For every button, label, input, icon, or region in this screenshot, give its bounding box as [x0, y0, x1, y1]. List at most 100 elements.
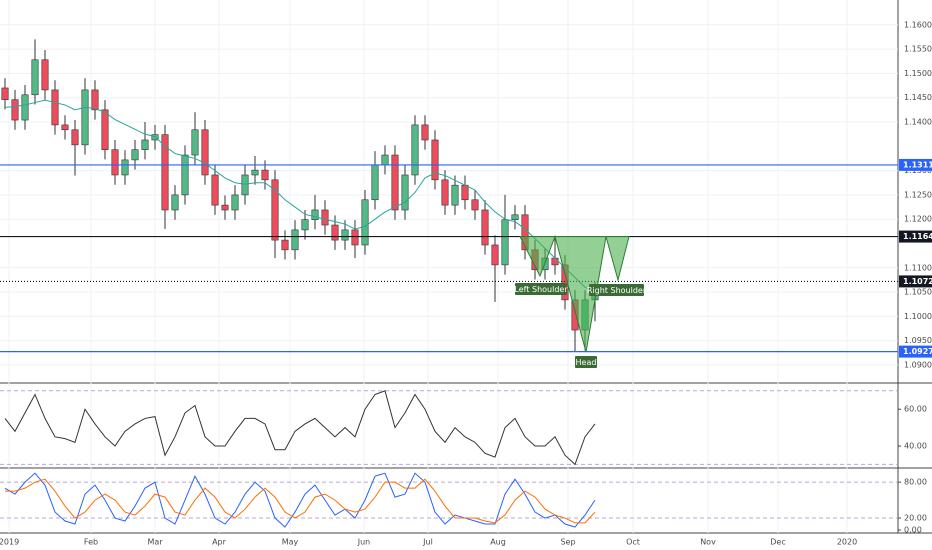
candle-body: [221, 204, 229, 211]
candle-body: [511, 214, 519, 220]
candle-body: [151, 134, 159, 141]
annotation-label: Right Shoulder: [587, 286, 647, 295]
y-tick-label: 1.15500: [904, 45, 932, 54]
y-tick-label: 40.00: [904, 442, 927, 451]
candle-body: [411, 124, 419, 176]
candle-body: [331, 224, 339, 241]
annotation-box: [515, 283, 567, 295]
annotation-box: [589, 284, 644, 296]
candle-body: [241, 174, 249, 196]
x-tick-label: Aug: [490, 538, 506, 547]
candle-body: [61, 124, 69, 131]
x-tick-label: Sep: [560, 538, 575, 547]
candle-body: [461, 184, 469, 201]
candle-body: [421, 124, 429, 141]
candle-body: [371, 164, 379, 201]
candle-body: [1, 87, 9, 100]
candle-body: [301, 219, 309, 231]
price-level-tag: [899, 158, 932, 171]
x-tick-label: Mar: [147, 538, 163, 547]
price-level-tag: [899, 275, 932, 288]
candle-body: [21, 94, 29, 121]
candle-body: [501, 219, 509, 266]
candle-body: [281, 239, 289, 251]
y-tick-label: 80.00: [904, 478, 927, 487]
y-tick-label: 0.00: [904, 526, 922, 535]
annotation-box: [575, 356, 597, 368]
candle-body: [251, 169, 259, 176]
y-tick-label: 1.14500: [904, 93, 932, 102]
y-tick-label: 1.15000: [904, 69, 932, 78]
candle-body: [361, 199, 369, 246]
candle-body: [181, 154, 189, 196]
candle-body: [271, 179, 279, 241]
price-level-tag: [899, 345, 932, 358]
candle-body: [341, 229, 349, 241]
candle-body: [481, 209, 489, 246]
candle-body: [101, 109, 109, 151]
candle-body: [191, 129, 199, 156]
y-tick-label: 1.11000: [904, 263, 932, 272]
y-tick-label: 60.00: [904, 405, 927, 414]
candle-body: [381, 154, 389, 166]
candle-body: [401, 174, 409, 211]
candle-body: [131, 149, 139, 161]
price-level-tag: [899, 230, 932, 243]
candle-body: [31, 59, 39, 96]
candle-body: [441, 179, 449, 206]
indicator-line: [4, 472, 596, 528]
x-tick-label: 2020: [837, 538, 857, 547]
x-tick-label: Dec: [770, 538, 785, 547]
x-tick-label: Oct: [626, 538, 640, 547]
y-tick-label: 1.12000: [904, 215, 932, 224]
y-tick-label: 1.10000: [904, 312, 932, 321]
candle-body: [211, 174, 219, 206]
candle-body: [431, 139, 439, 181]
candle-body: [51, 89, 59, 126]
y-tick-label: 1.14000: [904, 117, 932, 126]
candle-body: [71, 129, 79, 146]
candle-body: [231, 194, 239, 211]
candle-body: [261, 169, 269, 181]
annotation-label: Head: [576, 358, 597, 367]
candle-body: [451, 184, 459, 206]
candle-body: [491, 244, 499, 266]
candle-body: [121, 159, 129, 176]
y-tick-label: 20.00: [904, 514, 927, 523]
candle-body: [471, 199, 479, 211]
candle-body: [311, 209, 319, 220]
y-tick-label: 1.12500: [904, 190, 932, 199]
x-tick-label: Jul: [422, 538, 433, 547]
y-tick-label: 1.10500: [904, 288, 932, 297]
candle-body: [91, 89, 99, 111]
y-tick-label: 1.09500: [904, 336, 932, 345]
candle-body: [201, 129, 209, 176]
x-tick-label: Apr: [212, 538, 227, 547]
indicator-line: [4, 390, 596, 466]
candle-body: [11, 99, 19, 121]
candle-body: [171, 194, 179, 211]
price-level-label: 1.13117: [903, 160, 932, 169]
candle-body: [291, 229, 299, 251]
x-tick-label: Feb: [84, 538, 98, 547]
x-tick-label: Nov: [700, 538, 716, 547]
x-tick-label: May: [282, 538, 299, 547]
candle-body: [321, 209, 329, 226]
y-tick-label: 1.09000: [904, 361, 932, 370]
candle-body: [111, 149, 119, 176]
y-tick-label: 1.16000: [904, 20, 932, 29]
candle-body: [351, 229, 359, 246]
indicator-line: [5, 478, 596, 524]
candle-body: [391, 154, 399, 211]
candle-body: [81, 89, 89, 146]
candle-body: [141, 139, 149, 151]
price-level-label: 1.1072: [903, 277, 932, 286]
candle-body: [551, 257, 559, 266]
annotation-label: Left Shoulder: [514, 285, 568, 294]
x-tick-label: 2019: [0, 538, 19, 547]
price-level-label: 1.11643: [903, 232, 932, 241]
price-level-label: 1.09276: [903, 347, 932, 356]
candle-body: [41, 59, 49, 91]
